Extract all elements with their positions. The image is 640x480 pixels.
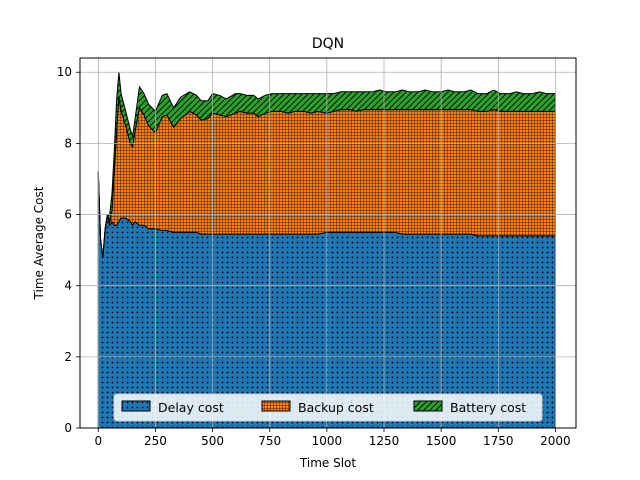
legend-swatch-backup xyxy=(261,400,291,412)
x-tick-label: 1250 xyxy=(369,434,400,448)
x-tick-label: 250 xyxy=(144,434,167,448)
y-axis-title: Time Average Cost xyxy=(32,186,46,300)
legend-swatch-delay xyxy=(121,400,151,412)
x-axis-title: Time Slot xyxy=(299,456,356,470)
x-tick-label: 0 xyxy=(94,434,102,448)
legend-label-backup: Backup cost xyxy=(298,400,374,415)
y-tick-label: 4 xyxy=(64,279,72,293)
axes-frame xyxy=(79,57,577,429)
legend-label-battery: Battery cost xyxy=(450,400,526,415)
axis-ticks: 0 250 500 750 1000 1250 1500 1750 2000 0 2 4 6 8 10 xyxy=(57,65,571,448)
x-tick-label: 1500 xyxy=(426,434,457,448)
legend-label-delay: Delay cost xyxy=(158,400,224,415)
chart-title: DQN xyxy=(312,36,344,52)
y-tick-label: 0 xyxy=(64,421,72,435)
legend-swatch-battery xyxy=(413,400,443,412)
x-tick-label: 1750 xyxy=(483,434,514,448)
legend: Delay cost Backup cost Battery cost xyxy=(113,393,543,422)
y-tick-label: 6 xyxy=(64,208,72,222)
y-tick-label: 10 xyxy=(57,65,72,79)
y-tick-label: 2 xyxy=(64,350,72,364)
x-tick-label: 500 xyxy=(201,434,224,448)
x-tick-label: 1000 xyxy=(312,434,343,448)
y-tick-label: 8 xyxy=(64,136,72,150)
x-tick-label: 2000 xyxy=(540,434,571,448)
x-tick-label: 750 xyxy=(258,434,281,448)
grid-lines xyxy=(80,58,576,429)
